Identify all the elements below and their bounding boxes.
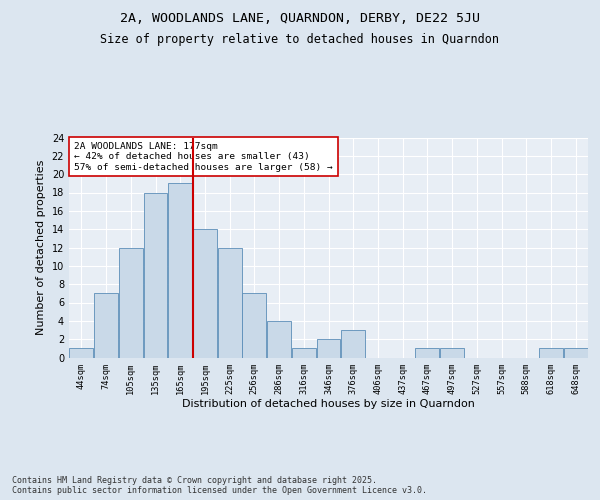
Bar [70,348,94,358]
Bar [143,192,167,358]
Bar [267,321,291,358]
X-axis label: Distribution of detached houses by size in Quarndon: Distribution of detached houses by size … [182,400,475,409]
Bar [440,348,464,358]
Text: Size of property relative to detached houses in Quarndon: Size of property relative to detached ho… [101,32,499,46]
Y-axis label: Number of detached properties: Number of detached properties [36,160,46,335]
Bar [292,348,316,358]
Bar [341,330,365,357]
Text: Contains HM Land Registry data © Crown copyright and database right 2025.
Contai: Contains HM Land Registry data © Crown c… [12,476,427,495]
Text: 2A, WOODLANDS LANE, QUARNDON, DERBY, DE22 5JU: 2A, WOODLANDS LANE, QUARNDON, DERBY, DE2… [120,12,480,26]
Bar [317,339,340,357]
Text: 2A WOODLANDS LANE: 177sqm
← 42% of detached houses are smaller (43)
57% of semi-: 2A WOODLANDS LANE: 177sqm ← 42% of detac… [74,142,333,172]
Bar [539,348,563,358]
Bar [119,248,143,358]
Bar [563,348,587,358]
Bar [242,294,266,358]
Bar [415,348,439,358]
Bar [168,184,192,358]
Bar [94,294,118,358]
Bar [193,229,217,358]
Bar [218,248,242,358]
